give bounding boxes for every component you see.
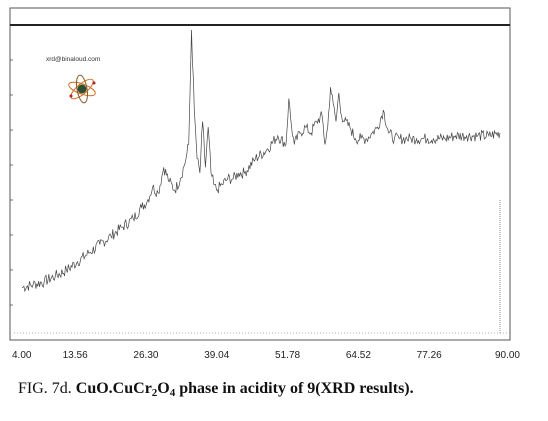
caption-sub-a: 2 xyxy=(151,387,158,399)
x-tick-label: 77.26 xyxy=(417,350,442,361)
caption-compound-b: O xyxy=(157,380,170,397)
xrd-trace xyxy=(21,29,501,293)
caption-sub-b: 4 xyxy=(169,387,176,399)
x-tick-label: 13.56 xyxy=(63,350,88,361)
x-tick-label: 90.00 xyxy=(495,350,520,361)
x-tick-labels: 4.00 13.56 26.30 39.04 51.78 64.52 77.26 90.00 xyxy=(12,350,520,361)
x-tick-label: 51.78 xyxy=(275,350,300,361)
x-tick-label: 64.52 xyxy=(346,350,371,361)
x-tick-label: 39.04 xyxy=(204,350,229,361)
atom-icon xyxy=(68,74,96,104)
x-tick-label: 4.00 xyxy=(12,350,32,361)
caption-prefix: FIG. 7d. xyxy=(18,380,76,397)
x-tick-label: 26.30 xyxy=(133,350,158,361)
left-axis-ticks xyxy=(10,59,13,306)
figure-caption: FIG. 7d. CuO.CuCr2O4 phase in acidity of… xyxy=(18,380,538,399)
watermark-text: xrd@binaloud.com xyxy=(46,56,100,63)
caption-rest: phase in acidity of 9(XRD results). xyxy=(175,380,414,397)
watermark-logo: xrd@binaloud.com xyxy=(46,56,100,104)
plot-frame xyxy=(9,7,511,341)
caption-compound-a: CuO.CuCr xyxy=(75,380,152,397)
xrd-chart: 4.00 13.56 26.30 39.04 51.78 64.52 77.26 90.00 … xyxy=(9,7,520,361)
